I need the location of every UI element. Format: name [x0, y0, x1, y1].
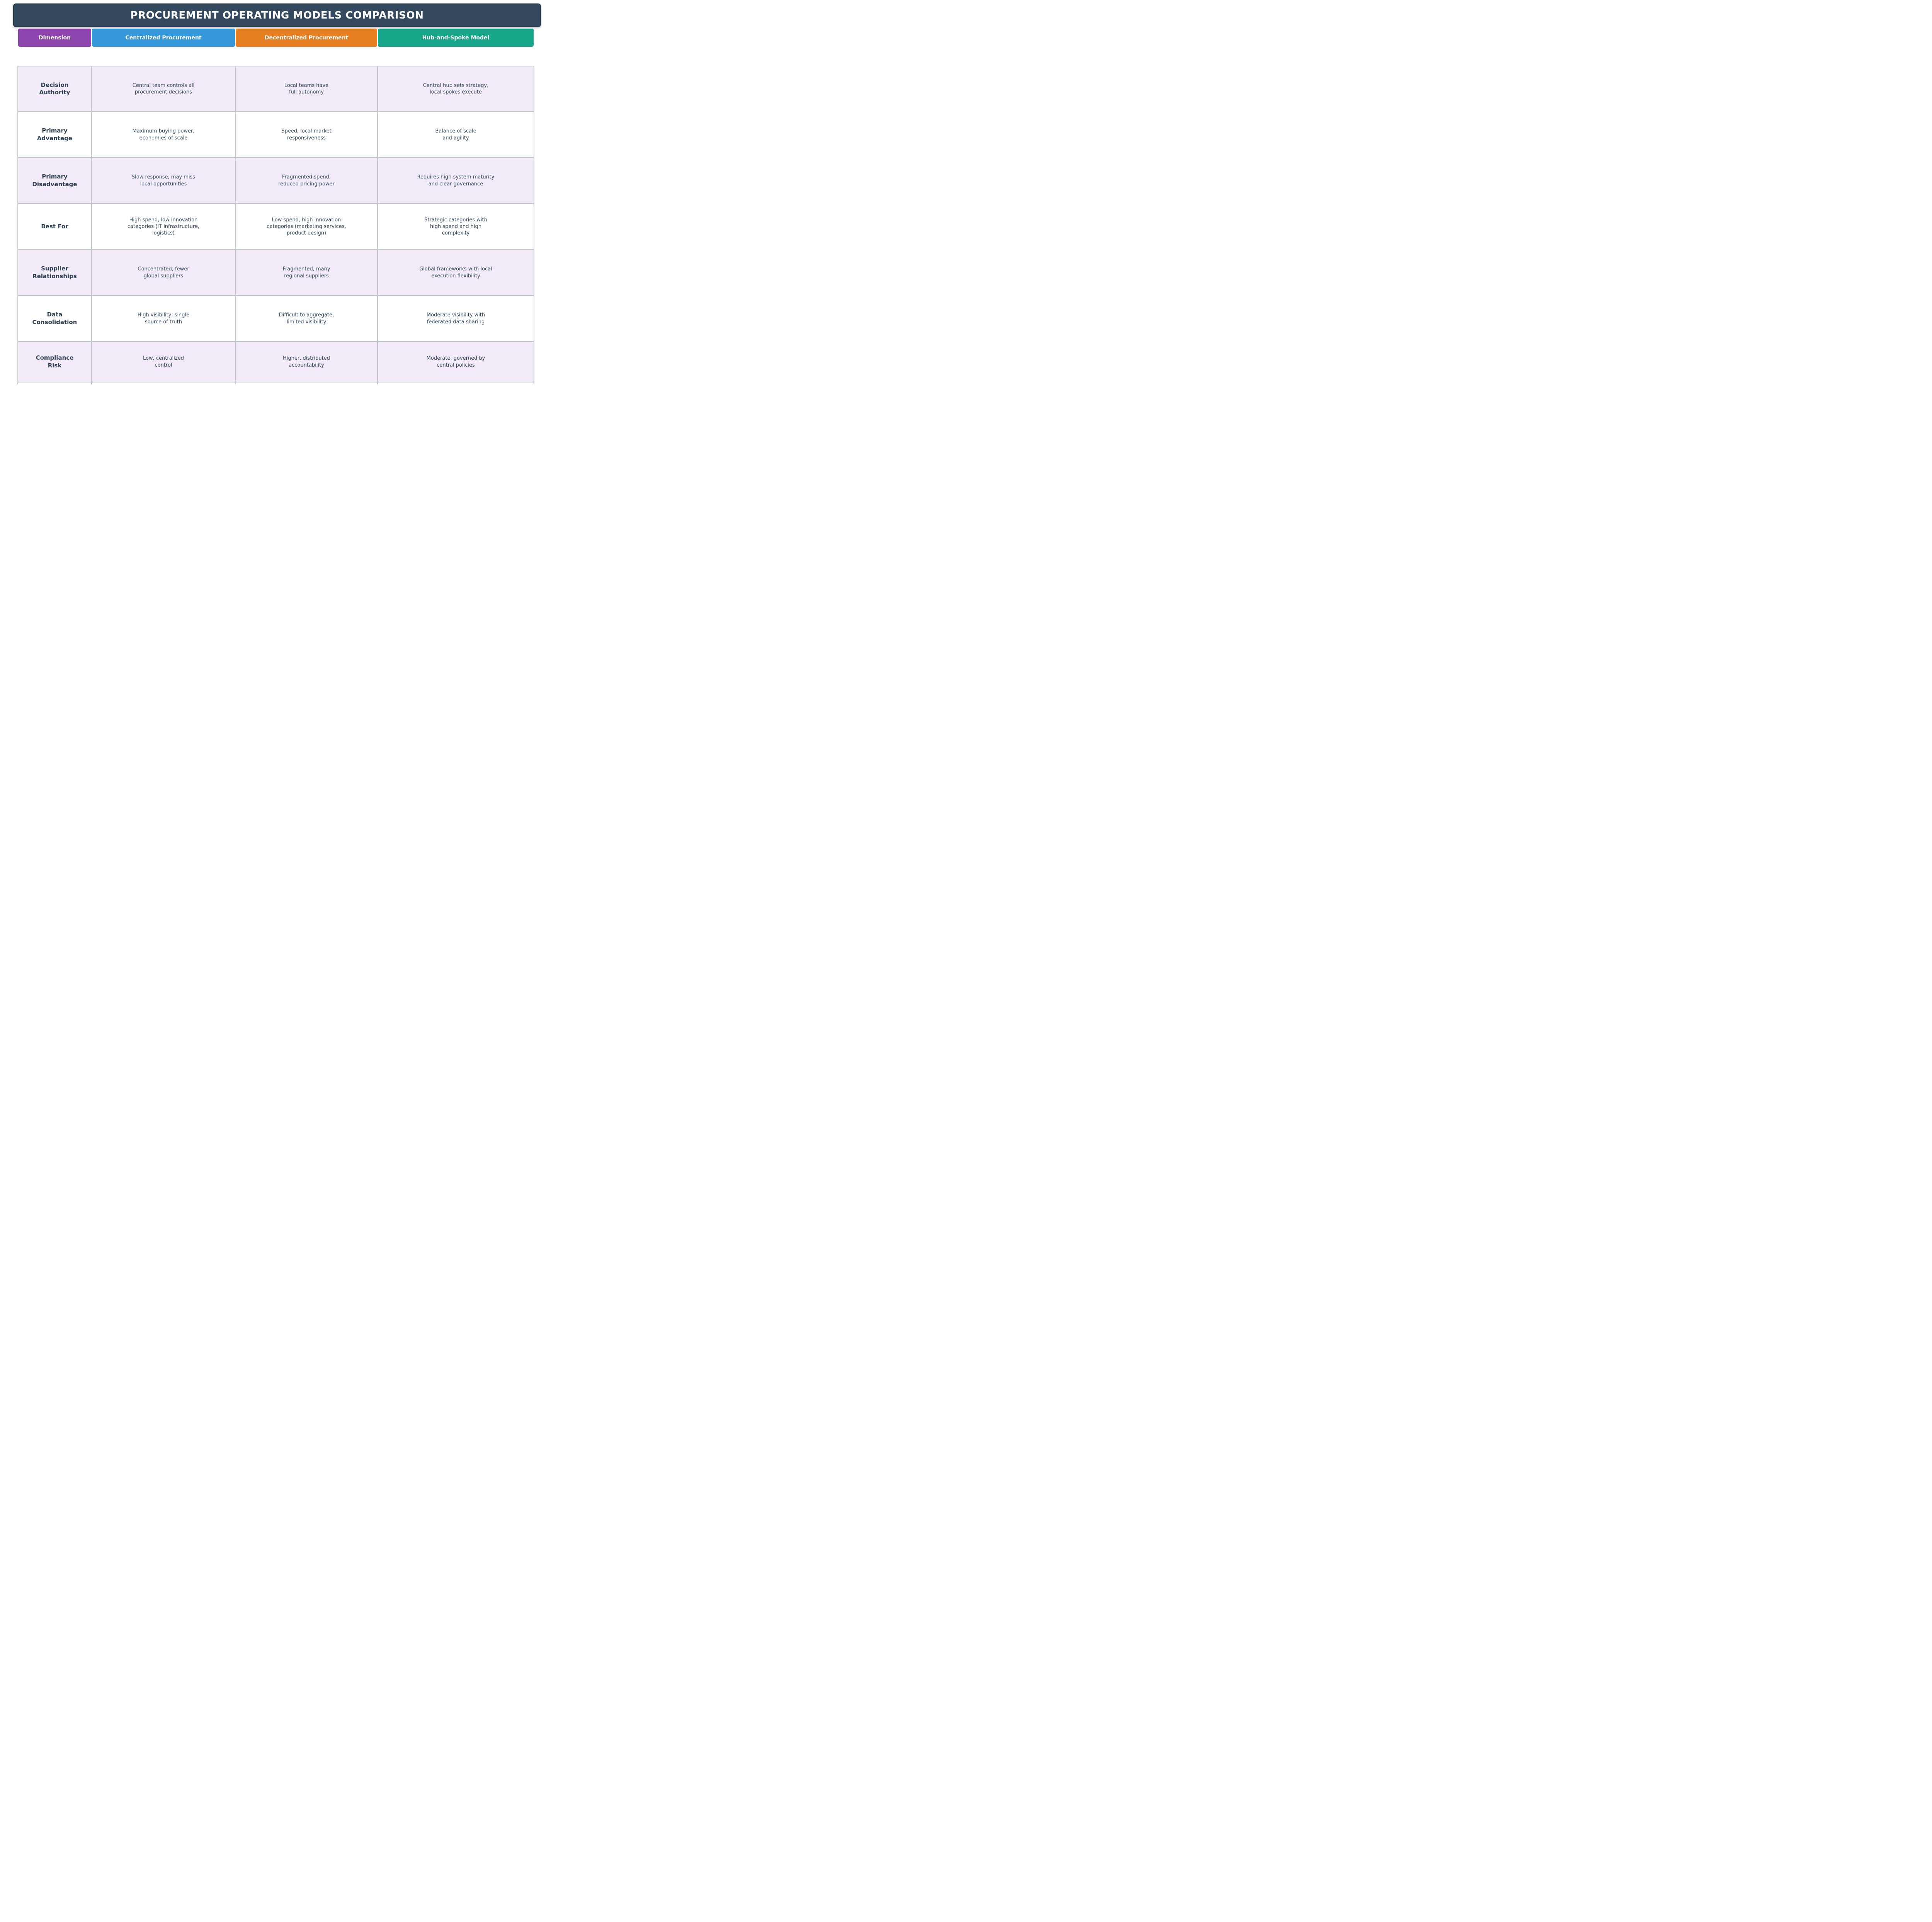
table-row-partial	[378, 382, 534, 384]
row-label-primary-advantage: Primary Advantage	[18, 112, 91, 157]
table-cell: Central team controls all procurement de…	[92, 66, 235, 111]
comparison-table: Decision Authority Central team controls…	[17, 66, 534, 384]
table-cell: Central hub sets strategy, local spokes …	[378, 66, 534, 111]
table-cell: Low, centralized control	[92, 342, 235, 382]
table-row-partial	[92, 382, 235, 384]
table-row-partial	[18, 382, 91, 384]
title-bar: PROCUREMENT OPERATING MODELS COMPARISON	[13, 3, 541, 27]
table-cell: Fragmented, many regional suppliers	[236, 250, 377, 295]
table-cell: Low spend, high innovation categories (m…	[236, 204, 377, 249]
table-cell: Moderate visibility with federated data …	[378, 296, 534, 341]
header-cell-dimension: Dimension	[18, 29, 91, 47]
table-header-row: Dimension Centralized Procurement Decent…	[17, 29, 534, 47]
table-cell: Moderate, governed by central policies	[378, 342, 534, 382]
header-cell-decentralized: Decentralized Procurement	[236, 29, 377, 47]
table-cell: Slow response, may miss local opportunit…	[92, 158, 235, 203]
table-cell: Strategic categories with high spend and…	[378, 204, 534, 249]
table-cell: Requires high system maturity and clear …	[378, 158, 534, 203]
row-label-supplier-relationships: Supplier Relationships	[18, 250, 91, 295]
table-cell: Local teams have full autonomy	[236, 66, 377, 111]
table-cell: High visibility, single source of truth	[92, 296, 235, 341]
table-cell: Maximum buying power, economies of scale	[92, 112, 235, 157]
row-label-primary-disadvantage: Primary Disadvantage	[18, 158, 91, 203]
row-label-data-consolidation: Data Consolidation	[18, 296, 91, 341]
table-cell: Global frameworks with local execution f…	[378, 250, 534, 295]
table-cell: Concentrated, fewer global suppliers	[92, 250, 235, 295]
table-cell: Higher, distributed accountability	[236, 342, 377, 382]
page-title: PROCUREMENT OPERATING MODELS COMPARISON	[130, 9, 424, 21]
table-row-partial	[236, 382, 377, 384]
row-label-best-for: Best For	[18, 204, 91, 249]
table-cell: Speed, local market responsiveness	[236, 112, 377, 157]
header-cell-centralized: Centralized Procurement	[92, 29, 235, 47]
table-cell: Difficult to aggregate, limited visibili…	[236, 296, 377, 341]
header-cell-hub: Hub-and-Spoke Model	[378, 29, 534, 47]
table-cell: Balance of scale and agility	[378, 112, 534, 157]
table-cell: Fragmented spend, reduced pricing power	[236, 158, 377, 203]
row-label-decision-authority: Decision Authority	[18, 66, 91, 111]
table-cell: High spend, low innovation categories (I…	[92, 204, 235, 249]
row-label-compliance-risk: Compliance Risk	[18, 342, 91, 382]
